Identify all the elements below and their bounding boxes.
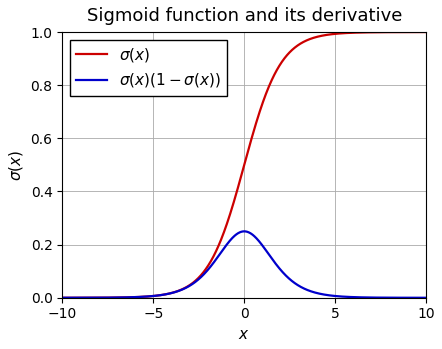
Line: $\sigma(x)$: $\sigma(x)$ [62, 32, 426, 298]
$\sigma(x)(1-\sigma(x))$ [344, 295, 349, 299]
$\sigma(x)(1-\sigma(x))$ [241, 229, 247, 233]
X-axis label: $x$: $x$ [239, 327, 250, 342]
$\sigma(x)$ [220, 234, 225, 238]
$\sigma(x)$ [60, 296, 65, 300]
$\sigma(x)(1-\sigma(x))$ [60, 296, 65, 300]
$\sigma(x)(1-\sigma(x))$ [220, 248, 225, 252]
$\sigma(x)$ [343, 31, 349, 35]
Legend: $\sigma(x)$, $\sigma(x)(1-\sigma(x))$: $\sigma(x)$, $\sigma(x)(1-\sigma(x))$ [70, 40, 227, 96]
$\sigma(x)$ [207, 261, 212, 266]
$\sigma(x)$ [350, 31, 355, 35]
$\sigma(x)$ [423, 30, 429, 34]
Title: Sigmoid function and its derivative: Sigmoid function and its derivative [87, 7, 402, 25]
$\sigma(x)(1-\sigma(x))$ [97, 296, 102, 300]
$\sigma(x)(1-\sigma(x))$ [351, 295, 356, 299]
Y-axis label: $\sigma(x)$: $\sigma(x)$ [7, 149, 25, 180]
$\sigma(x)$ [309, 36, 315, 40]
$\sigma(x)$ [97, 296, 102, 300]
$\sigma(x)(1-\sigma(x))$ [423, 296, 429, 300]
Line: $\sigma(x)(1-\sigma(x))$: $\sigma(x)(1-\sigma(x))$ [62, 231, 426, 298]
$\sigma(x)(1-\sigma(x))$ [310, 290, 315, 294]
$\sigma(x)(1-\sigma(x))$ [207, 266, 212, 270]
